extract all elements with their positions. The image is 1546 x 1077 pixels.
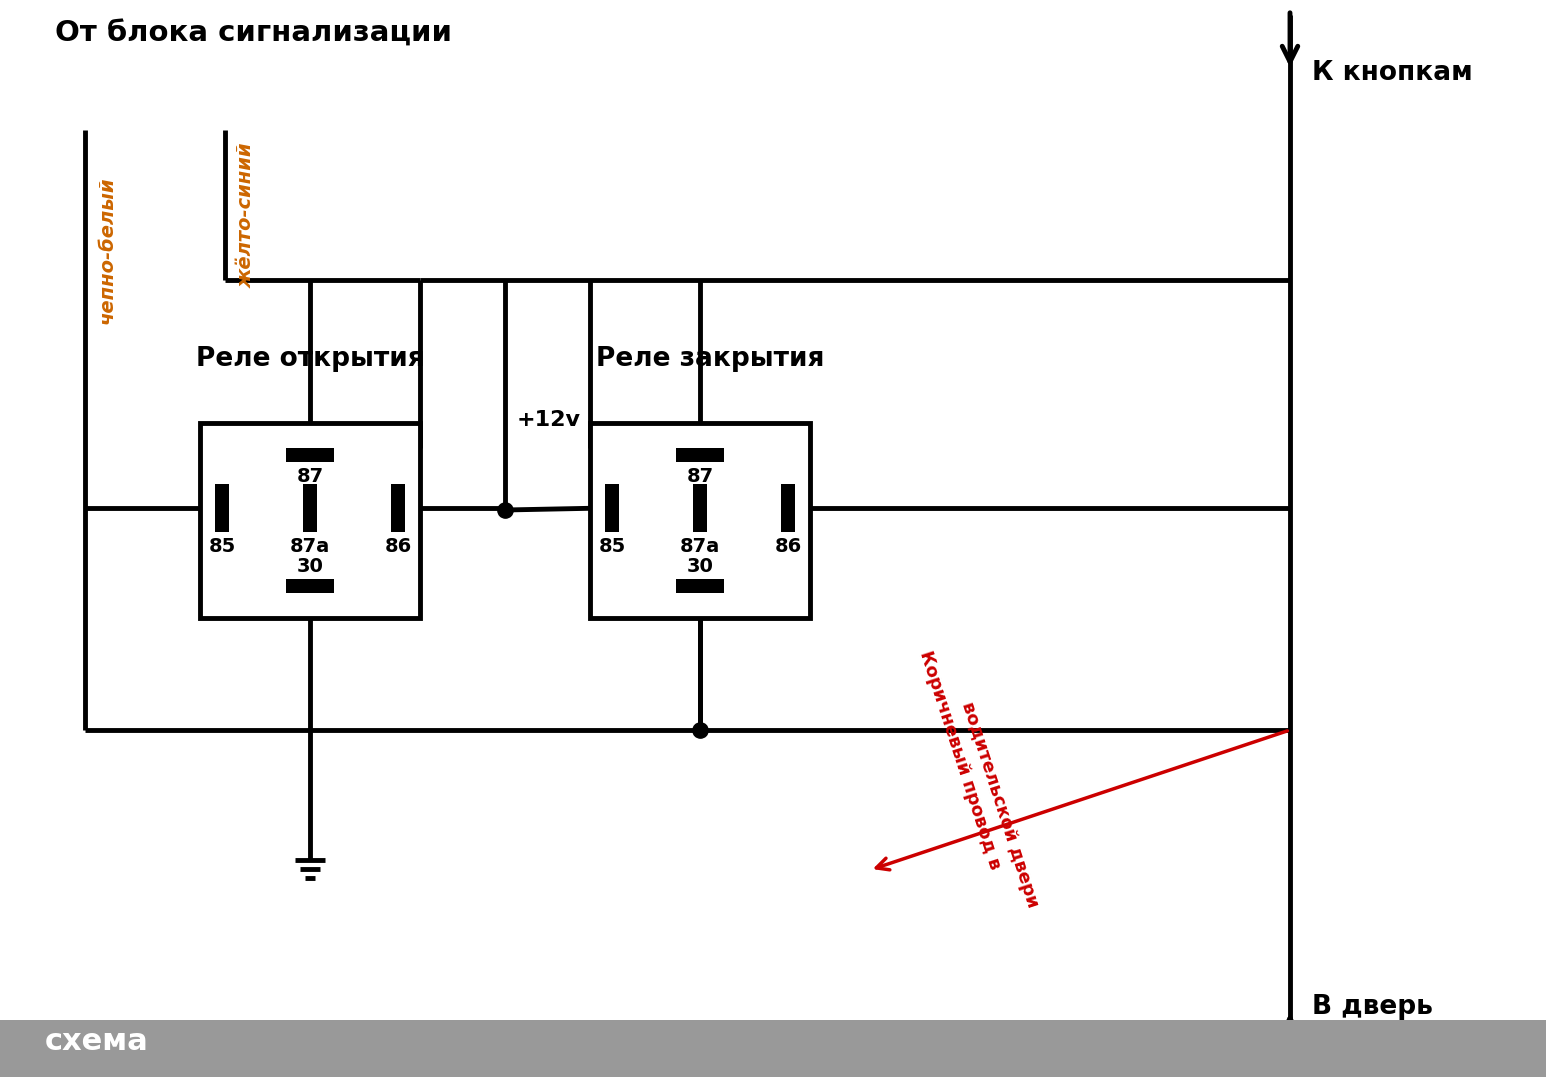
Bar <box>693 484 707 532</box>
Text: 85: 85 <box>209 537 235 556</box>
Text: жёлто-синий: жёлто-синий <box>237 142 257 288</box>
Bar <box>199 422 421 617</box>
Text: водительской двери: водительской двери <box>959 700 1042 910</box>
Bar <box>781 484 795 532</box>
Text: 87a: 87a <box>680 537 720 556</box>
Text: К кнопкам: К кнопкам <box>1313 60 1473 86</box>
Text: 30: 30 <box>686 557 713 575</box>
Text: 86: 86 <box>775 537 802 556</box>
Text: 85: 85 <box>598 537 626 556</box>
Bar <box>215 484 229 532</box>
Text: Реле открытия: Реле открытия <box>196 347 424 373</box>
Bar <box>604 484 618 532</box>
Text: Реле закрытия: Реле закрытия <box>595 347 824 373</box>
Text: 87a: 87a <box>291 537 331 556</box>
Text: Коричневый провод в: Коричневый провод в <box>917 648 1003 871</box>
Bar <box>286 578 334 592</box>
Text: 87: 87 <box>686 466 714 486</box>
Bar <box>286 448 334 462</box>
Text: От блока сигнализации: От блока сигнализации <box>56 20 451 48</box>
Text: В дверь: В дверь <box>1313 994 1433 1020</box>
Text: 87: 87 <box>297 466 323 486</box>
Text: чепно-белый: чепно-белый <box>97 177 116 324</box>
Bar <box>676 578 724 592</box>
Text: 30: 30 <box>297 557 323 575</box>
Bar <box>676 448 724 462</box>
Bar <box>591 422 810 617</box>
Text: +12v: +12v <box>516 410 581 430</box>
Text: 86: 86 <box>385 537 411 556</box>
Bar <box>0 1020 1546 1077</box>
Bar <box>391 484 405 532</box>
Bar <box>303 484 317 532</box>
Text: схема: схема <box>45 1027 148 1057</box>
